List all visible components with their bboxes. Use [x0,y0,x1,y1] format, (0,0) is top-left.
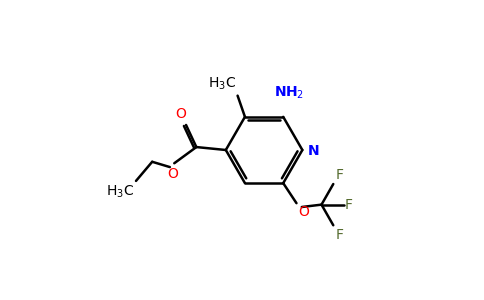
Text: O: O [298,205,309,219]
Text: H$_3$C: H$_3$C [106,184,134,200]
Text: NH$_2$: NH$_2$ [274,84,304,101]
Text: O: O [167,167,178,181]
Text: F: F [335,168,344,182]
Text: H$_3$C: H$_3$C [208,76,236,92]
Text: N: N [308,145,319,158]
Text: F: F [335,228,344,242]
Text: F: F [345,198,353,212]
Text: O: O [175,107,186,122]
